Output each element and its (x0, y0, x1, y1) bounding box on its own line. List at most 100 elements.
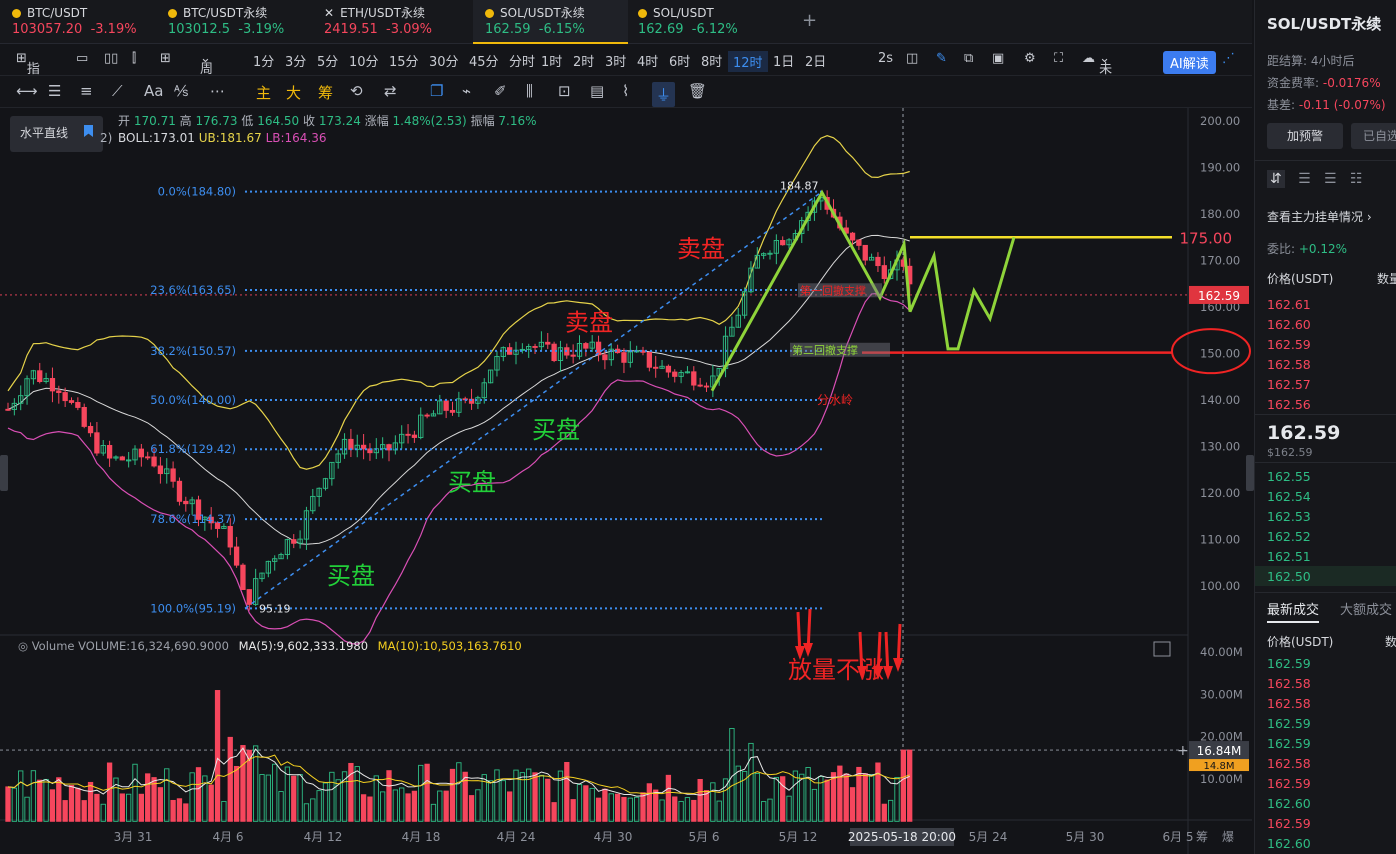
ask-row[interactable]: 162.59 (1267, 337, 1311, 352)
tab-eth-usdt-perp[interactable]: ✕ ETH/USDT永续 2419.51 -3.09% (312, 0, 470, 44)
interval-45分[interactable]: 45分 (469, 55, 499, 70)
add-alert-button[interactable]: 加预警 (1267, 123, 1343, 149)
left-collapse-handle[interactable] (0, 455, 8, 491)
volume-bar (449, 768, 456, 822)
bookmark-icon[interactable] (84, 125, 93, 137)
main-toggle[interactable]: 主 (256, 84, 272, 102)
ask-row[interactable]: 162.60 (1267, 317, 1311, 332)
main-orders-link[interactable]: 查看主力挂单情况 › (1267, 210, 1372, 224)
replay-icon[interactable]: ⟲ (350, 82, 363, 100)
candle (221, 526, 227, 529)
interval-1分[interactable]: 1分 (253, 55, 275, 70)
bids-mode-icon[interactable]: ☰ (1298, 171, 1311, 187)
both-mode-icon[interactable]: ⇵ (1267, 170, 1285, 188)
list-mode-icon[interactable]: ☷ (1349, 171, 1363, 187)
candle (697, 384, 703, 387)
fullscreen-icon[interactable]: ⛶ (1054, 51, 1064, 66)
more-icon[interactable]: ⋯ (210, 82, 225, 100)
trendline-tool-icon[interactable]: ⟋ (112, 82, 123, 100)
ask-row[interactable]: 162.58 (1267, 357, 1311, 372)
trade-row: 162.58 (1267, 696, 1311, 711)
bid-row[interactable]: 162.54 (1267, 489, 1311, 504)
volume-bar (634, 796, 640, 822)
bid-row[interactable]: 162.53 (1267, 509, 1311, 524)
refresh-speed[interactable]: 2s (878, 51, 894, 66)
right-collapse-handle[interactable] (1246, 455, 1254, 491)
note-icon[interactable]: ▤ (590, 82, 605, 100)
peak-label: 184.87 (780, 180, 819, 193)
channel-tool-icon[interactable]: ≡ (80, 82, 93, 100)
compare-icon[interactable]: ⇄ (384, 82, 397, 100)
layout-name-dropdown[interactable]: ☁ 未命名 ⌄ (1082, 51, 1113, 115)
calendar-icon[interactable]: ▭ (76, 51, 89, 66)
favorite-button[interactable]: 已自选 (1351, 123, 1396, 149)
layout-icon[interactable]: ▯▯ (104, 51, 119, 66)
interval-4时[interactable]: 4时 (637, 55, 659, 70)
interval-30分[interactable]: 30分 (429, 55, 459, 70)
orderbook-mode-icons[interactable]: ⇵ ☰ ☰ ☷ (1267, 170, 1363, 188)
tab-sol-usdt-perp[interactable]: SOL/USDT永续 162.59 -6.15% (473, 0, 628, 44)
interval-5分[interactable]: 5分 (317, 55, 339, 70)
big-toggle[interactable]: 大 (286, 84, 302, 102)
add-tab-icon[interactable]: + (802, 10, 818, 31)
candle (684, 371, 691, 374)
indicator-button[interactable]: ⊞ 指标 (16, 51, 40, 96)
interval-10分[interactable]: 10分 (349, 55, 379, 70)
hline-tool-icon[interactable]: ⟷ (16, 82, 38, 100)
trade-row: 162.58 (1267, 756, 1311, 771)
candle-type-icon[interactable]: ⫿ (132, 51, 137, 66)
grid-icon[interactable]: ⊞ (160, 51, 171, 66)
tab-large-trades[interactable]: 大额成交 (1340, 603, 1393, 618)
trash-icon[interactable]: 🗑 (688, 82, 708, 100)
measure-icon[interactable]: ✐ (494, 82, 507, 100)
interval-15分[interactable]: 15分 (389, 55, 419, 70)
text-tool-icon[interactable]: Aa (144, 82, 164, 100)
interval-1时[interactable]: 1时 (541, 55, 563, 70)
candle (386, 444, 392, 451)
interval-分时[interactable]: 分时 (509, 55, 536, 70)
interval-3时[interactable]: 3时 (605, 55, 627, 70)
period-dropdown[interactable]: 周期 ⌄ (200, 51, 214, 96)
copy-icon[interactable]: ❐ (430, 82, 444, 100)
camera-icon[interactable]: ◫ (906, 51, 919, 66)
ruler-icon[interactable]: ⌁ (462, 82, 472, 100)
interval-3分[interactable]: 3分 (285, 55, 307, 70)
interval-2时[interactable]: 2时 (573, 55, 595, 70)
ai-button[interactable]: AI解读 (1163, 51, 1216, 74)
asks-mode-icon[interactable]: ☰ (1324, 171, 1337, 187)
interval-6时[interactable]: 6时 (669, 55, 691, 70)
tab-sol-usdt[interactable]: SOL/USDT 162.69 -6.12% (626, 0, 786, 44)
bid-row[interactable]: 162.52 (1267, 529, 1311, 544)
ask-row[interactable]: 162.56 (1267, 397, 1311, 412)
tab-latest-trades[interactable]: 最新成交 (1267, 599, 1320, 623)
window-icon[interactable]: ▣ (992, 51, 1005, 66)
bid-row[interactable]: 162.51 (1267, 549, 1311, 564)
tab-btc-usdt-perp[interactable]: BTC/USDT永续 103012.5 -3.19% (156, 0, 311, 44)
gear-icon[interactable]: ⚙ (1024, 51, 1036, 66)
volume-bar (430, 803, 437, 822)
candle (538, 341, 545, 348)
share-icon[interactable]: ⋰ (1222, 51, 1235, 66)
chip-toggle[interactable]: 筹 (318, 84, 334, 102)
bars-icon[interactable]: ⫼ (526, 82, 533, 100)
price-chart[interactable]: 200.00190.00180.00170.00160.00150.00140.… (0, 108, 1252, 854)
close-icon[interactable]: ✕ (324, 6, 335, 20)
bid-row[interactable]: 162.50 (1267, 569, 1311, 584)
bid-row[interactable]: 162.55 (1267, 469, 1311, 484)
interval-8时[interactable]: 8时 (701, 55, 723, 70)
parallel-tool-icon[interactable]: ☰ (48, 82, 62, 100)
ask-row[interactable]: 162.61 (1267, 297, 1311, 312)
red-arrow-head (873, 666, 883, 680)
filter-icon[interactable]: ⏚ (652, 82, 676, 107)
draw-icon[interactable]: ✎ (936, 51, 947, 66)
magnet-icon[interactable]: ⌇ (622, 82, 630, 100)
interval-2日[interactable]: 2日 (805, 55, 827, 70)
lock-icon[interactable]: ⊡ (558, 82, 571, 100)
ask-row[interactable]: 162.57 (1267, 377, 1311, 392)
fib-tool-icon[interactable]: ⅍ (174, 82, 189, 100)
interval-12时[interactable]: 12时 (728, 51, 768, 72)
interval-1日[interactable]: 1日 (773, 55, 795, 70)
tab-btc-usdt[interactable]: BTC/USDT 103057.20 -3.19% (0, 0, 155, 44)
popout-icon[interactable]: ⧉ (964, 51, 974, 66)
